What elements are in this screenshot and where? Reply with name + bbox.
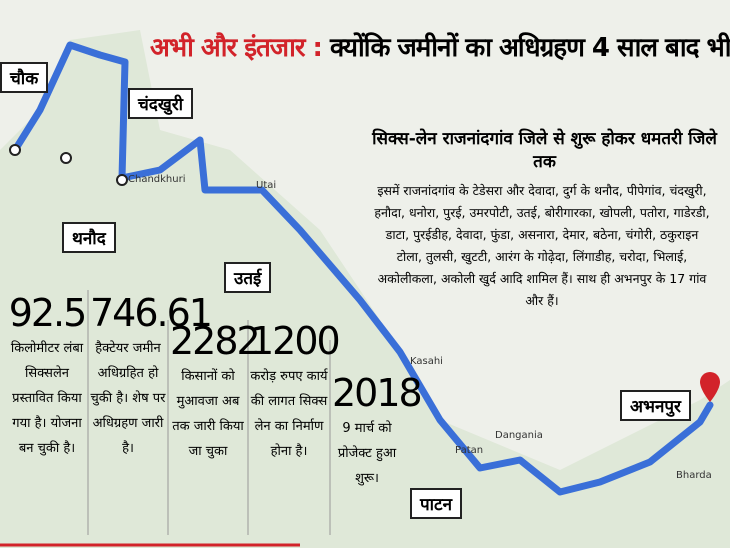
place-label: थनौद — [62, 222, 116, 253]
stat-text: किलोमीटर लंबा सिक्सलेन प्रस्तावित किया ग… — [10, 341, 84, 456]
stat-number: 92.5 — [8, 291, 88, 335]
subtitle: सिक्स-लेन राजनांदगांव जिले से शुरू होकर … — [372, 129, 717, 172]
stat: 2282 किसानों को मुआवजा अब तक जारी किया जा… — [170, 318, 261, 464]
map-label: Utai — [256, 180, 277, 191]
stat-text: 9 मार्च को प्रोजेक्ट हुआ शुरू। — [337, 421, 397, 486]
map-label: Kasahi — [410, 356, 443, 367]
stat: 746.61 हैक्टेयर जमीन अधिग्रहित हो चुकी है… — [90, 290, 213, 461]
stat-number: 2282 — [170, 319, 261, 363]
stat-text: करोड़ रुपए कार्य की लागत सिक्स लेन का नि… — [250, 369, 328, 459]
headline-title: क्योंकि जमीनों का अधिग्रहण 4 साल बाद भी … — [329, 33, 730, 63]
stat: 92.5 किलोमीटर लंबा सिक्सलेन प्रस्तावित कि… — [8, 290, 88, 461]
map-label: Patan — [455, 445, 484, 456]
place-label: चंदखुरी — [128, 88, 194, 119]
destination-pin — [700, 372, 720, 402]
headline: अभी और इंतजार : क्योंकि जमीनों का अधिग्र… — [150, 28, 730, 64]
map-label: Dangania — [495, 430, 543, 441]
stat-number: 2018 — [332, 371, 423, 415]
terrain — [0, 30, 730, 548]
stat-number: 746.61 — [90, 291, 213, 335]
headline-kicker: अभी और इंतजार : — [150, 33, 323, 63]
place-label: पाटन — [410, 488, 463, 519]
place-label: उतई — [224, 262, 272, 293]
route-point — [9, 144, 21, 156]
route-point — [60, 152, 72, 164]
route-point — [116, 174, 128, 186]
place-label: अभनपुर — [620, 390, 691, 421]
stat: 1200 करोड़ रुपए कार्य की लागत सिक्स लेन क… — [250, 318, 341, 464]
map-label: Bharda — [676, 470, 712, 481]
villages-text: इसमें राजनांदगांव के टेडेसरा और देवादा, … — [374, 183, 710, 308]
stat-text: किसानों को मुआवजा अब तक जारी किया जा चुक… — [172, 369, 244, 459]
route — [11, 41, 714, 496]
map-label: Chandkhuri — [128, 174, 186, 185]
stat: 2018 9 मार्च को प्रोजेक्ट हुआ शुरू। — [332, 370, 423, 491]
stat-text: हैक्टेयर जमीन अधिग्रहित हो चुकी है। शेष … — [90, 341, 166, 456]
stat-number: 1200 — [250, 319, 341, 363]
place-label: चौक — [0, 62, 49, 93]
